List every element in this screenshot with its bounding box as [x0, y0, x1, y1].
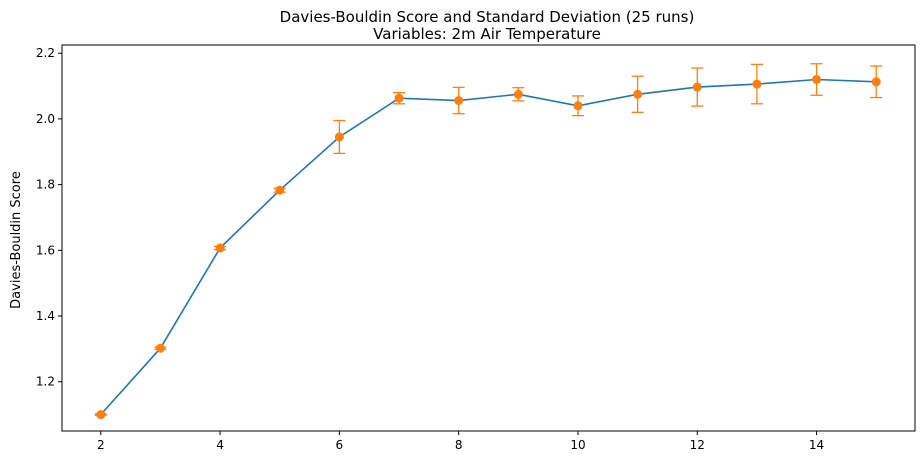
x-tick-label: 2 — [97, 438, 105, 452]
data-point — [692, 82, 702, 92]
data-point — [96, 410, 106, 420]
x-tick-label: 12 — [690, 438, 705, 452]
data-point — [215, 243, 225, 253]
y-axis-label: Davies-Bouldin Score — [9, 171, 24, 309]
data-point — [812, 74, 822, 84]
data-point — [573, 101, 583, 111]
y-tick-label: 1.4 — [36, 309, 55, 323]
plot-frame — [61, 44, 916, 432]
chart-title: Davies-Bouldin Score and Standard Deviat… — [280, 8, 695, 26]
y-tick-label: 2.2 — [36, 46, 55, 60]
y-tick-label: 1.2 — [36, 375, 55, 389]
series-line — [100, 78, 877, 416]
data-point — [633, 89, 643, 99]
y-tick-label: 1.6 — [36, 243, 55, 257]
x-tick-label: 6 — [336, 438, 344, 452]
x-tick-label: 14 — [809, 438, 824, 452]
x-tick-label: 10 — [570, 438, 585, 452]
data-point — [871, 77, 881, 87]
plot-area: 2 4 6 8 10 12 14 1.2 1.4 1.6 1.8 2.0 2.2 — [36, 44, 916, 452]
data-point — [752, 79, 762, 89]
data-point — [394, 93, 404, 103]
data-point — [334, 132, 344, 142]
data-point — [155, 343, 165, 353]
y-tick-label: 2.0 — [36, 112, 55, 126]
x-tick-label: 8 — [455, 438, 463, 452]
data-point — [513, 89, 523, 99]
x-tick-label: 4 — [216, 438, 224, 452]
chart-subtitle: Variables: 2m Air Temperature — [373, 25, 601, 43]
y-tick-label: 1.8 — [36, 178, 55, 192]
data-point — [275, 185, 285, 195]
data-point — [454, 96, 464, 106]
